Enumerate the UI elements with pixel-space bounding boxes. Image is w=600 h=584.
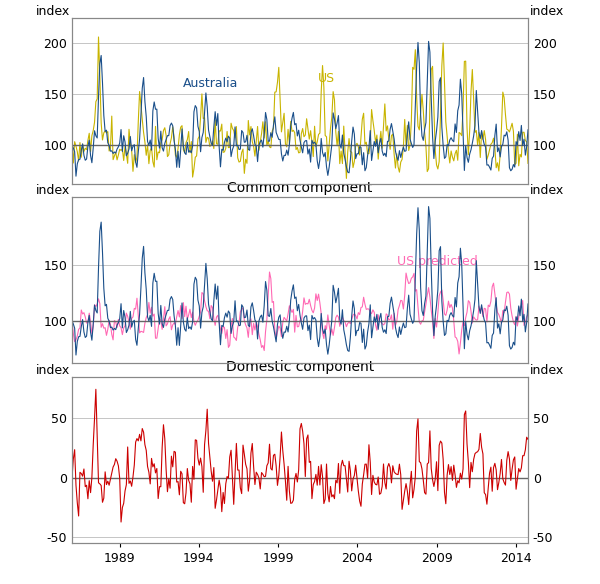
- Text: index: index: [35, 184, 70, 197]
- Text: index: index: [530, 364, 565, 377]
- Text: index: index: [35, 5, 70, 18]
- Title: Common component: Common component: [227, 180, 373, 194]
- Text: US predicted: US predicted: [397, 255, 478, 267]
- Text: index: index: [35, 364, 70, 377]
- Text: index: index: [530, 5, 565, 18]
- Text: Australia: Australia: [183, 77, 238, 90]
- Text: index: index: [530, 184, 565, 197]
- Title: Domestic component: Domestic component: [226, 360, 374, 374]
- Text: US: US: [318, 72, 335, 85]
